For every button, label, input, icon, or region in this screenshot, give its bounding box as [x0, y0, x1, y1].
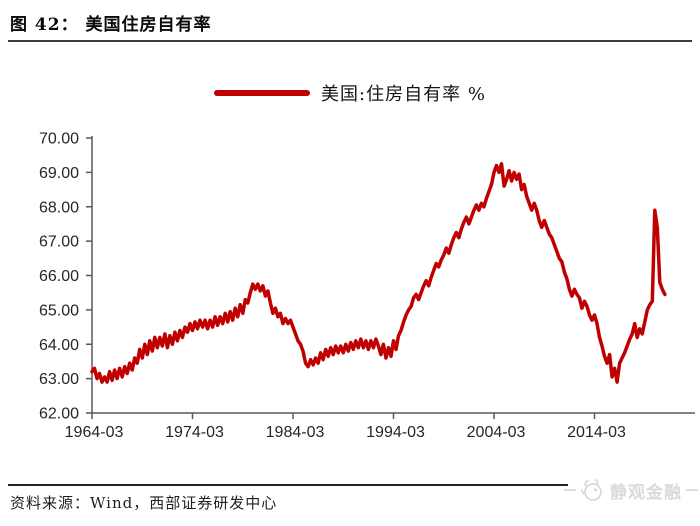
x-tick-label: 1974-03 — [165, 424, 224, 441]
source-note: 资料来源：Wind，西部证券研发中心 — [10, 494, 278, 512]
figure-title: 图 42： 美国住房自有率 — [10, 15, 212, 35]
x-tick-label: 2014-03 — [567, 424, 626, 441]
title-divider — [8, 40, 692, 42]
watermark-dash-right — [686, 489, 698, 491]
y-tick-label: 63.00 — [39, 371, 79, 388]
watermark-dash-left — [564, 489, 576, 491]
watermark: 静观金融 — [564, 474, 698, 506]
y-tick-label: 68.00 — [39, 199, 79, 216]
y-tick-label: 62.00 — [39, 406, 79, 423]
x-tick-label: 1964-03 — [65, 424, 124, 441]
x-tick-label: 1994-03 — [366, 424, 425, 441]
legend-line-swatch — [214, 90, 311, 96]
legend: 美国:住房自有率 % — [0, 80, 700, 106]
y-tick-label: 66.00 — [39, 268, 79, 285]
legend-label: 美国:住房自有率 % — [321, 84, 486, 105]
x-tick-label: 2004-03 — [467, 424, 526, 441]
data-line-series — [90, 162, 667, 384]
watermark-logo-icon — [581, 479, 602, 501]
y-tick-label: 64.00 — [39, 337, 79, 354]
footer-divider — [8, 484, 568, 486]
watermark-text: 静观金融 — [610, 482, 682, 503]
x-tick-label: 1984-03 — [266, 424, 325, 441]
y-tick-label: 69.00 — [39, 165, 79, 182]
y-tick-label: 67.00 — [39, 234, 79, 251]
y-tick-label: 65.00 — [39, 302, 79, 319]
y-tick-label: 70.00 — [39, 131, 79, 148]
